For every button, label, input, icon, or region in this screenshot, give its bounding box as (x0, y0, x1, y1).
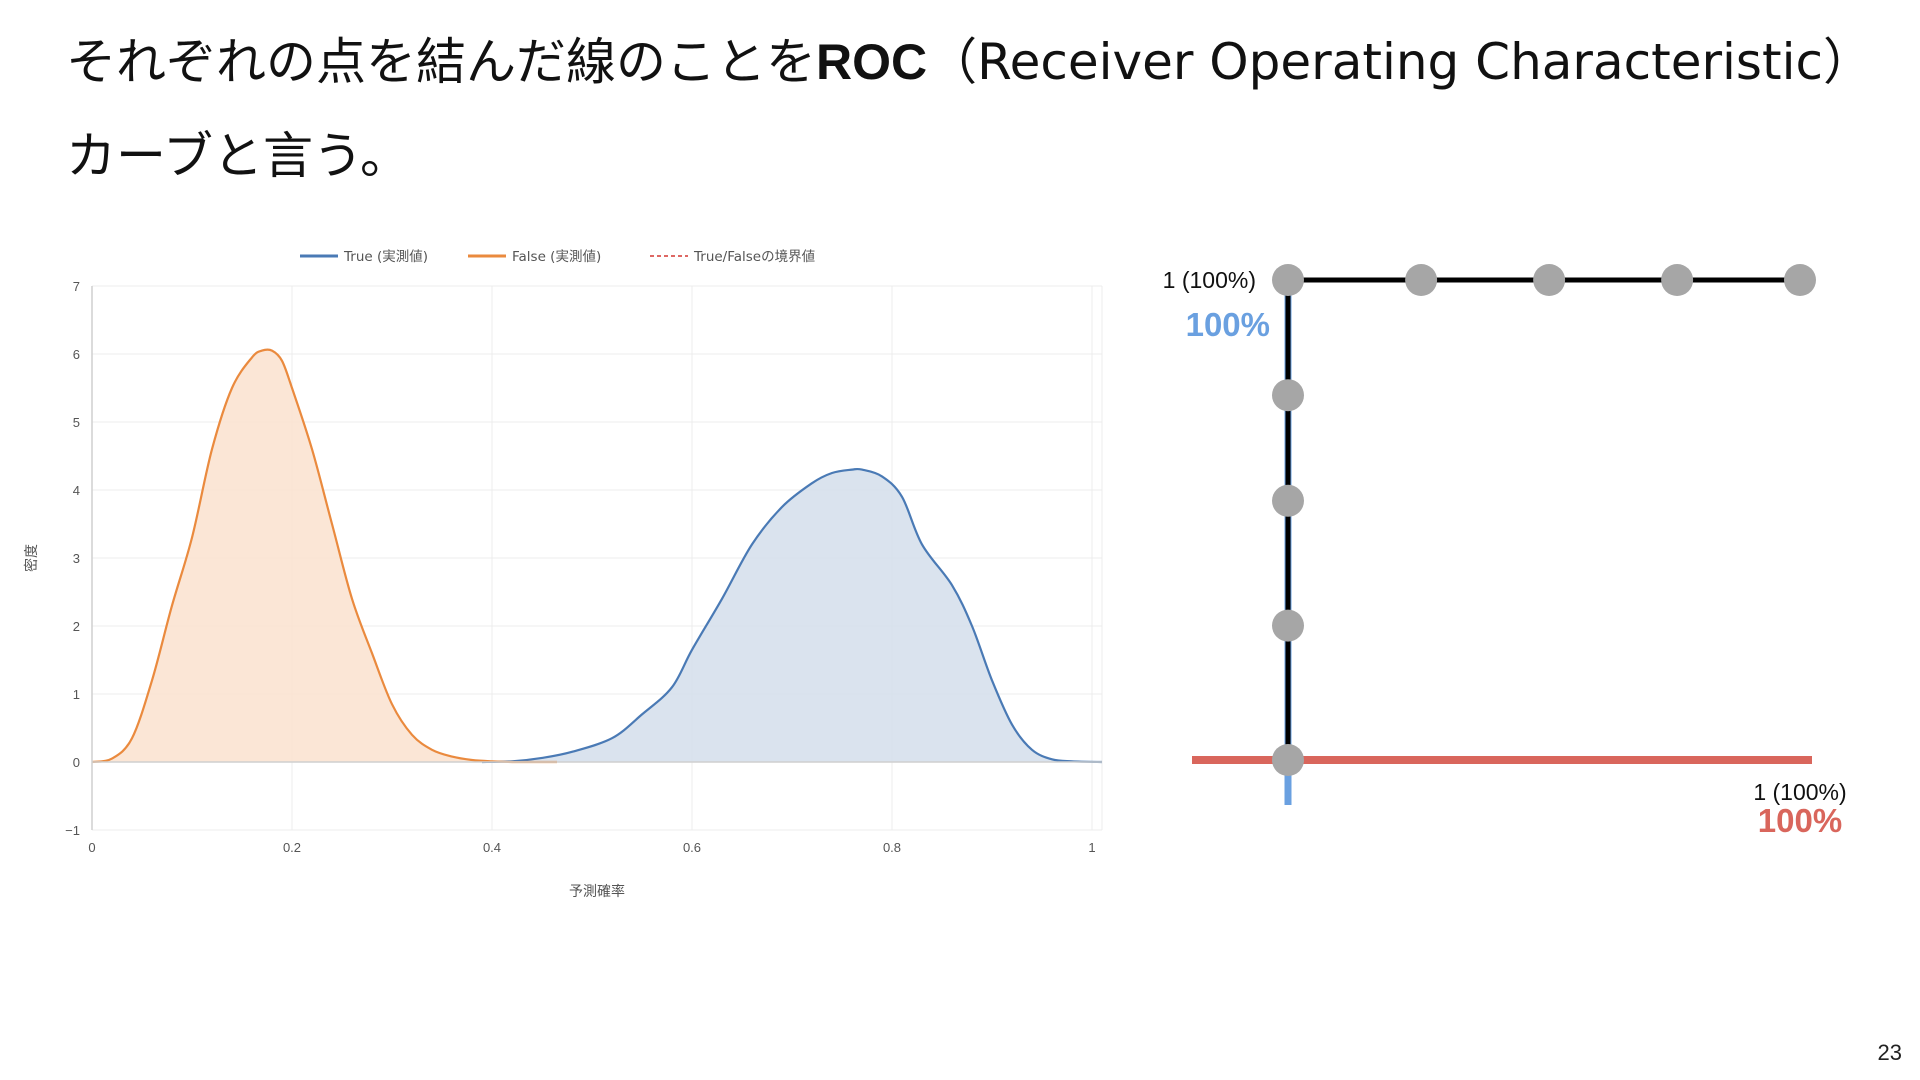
legend-label: True (実測値) (343, 249, 428, 265)
density-x-ticks: 0 0.2 0.4 0.6 0.8 1 (88, 840, 1095, 855)
density-x-tick-label: 1 (1088, 840, 1095, 855)
roc-point (1405, 264, 1438, 296)
legend-item-false[interactable]: False (実測値) (468, 249, 601, 265)
density-y-tick-label: −1 (65, 823, 80, 838)
density-fills (92, 349, 1102, 763)
roc-point (1272, 609, 1304, 642)
density-area-true (482, 468, 1102, 762)
density-y-tick-label: 5 (73, 415, 80, 430)
roc-point (1272, 264, 1304, 296)
roc-point (1272, 484, 1304, 517)
density-line-false (91, 348, 557, 764)
legend-label: True/Falseの境界値 (693, 249, 815, 265)
roc-points (1272, 264, 1816, 776)
fpr-end-label: 1 (100%) (1753, 779, 1846, 805)
density-y-tick-label: 6 (73, 347, 80, 362)
roc-point (1272, 379, 1304, 412)
density-y-tick-label: 3 (73, 551, 80, 566)
density-x-label: 予測確率 (569, 883, 625, 900)
legend-label: False (実測値) (512, 249, 601, 265)
density-chart: −1 0 1 2 3 4 5 6 7 0 0.2 0.4 0.6 0.8 1 予測確率 密度 True (… (23, 249, 1103, 900)
density-x-tick-label: 0.8 (883, 840, 901, 855)
legend-item-boundary[interactable]: True/Falseの境界値 (650, 249, 815, 265)
density-y-tick-label: 1 (73, 687, 80, 702)
page-number: 23 (1877, 1040, 1902, 1065)
density-y-ticks: −1 0 1 2 3 4 5 6 7 (65, 279, 80, 838)
roc-curve-chart: 1 (100%) 100% 1 (100%) 100% (1163, 264, 1847, 839)
roc-point (1272, 744, 1304, 776)
legend-item-true[interactable]: True (実測値) (300, 249, 428, 265)
tpr-end-label: 1 (100%) (1163, 267, 1256, 293)
roc-curve-line (1285, 277, 1800, 760)
density-y-tick-label: 7 (73, 279, 80, 294)
title-prefix: それぞれの点を結んだ線のことを (66, 33, 816, 91)
density-y-label: 密度 (23, 544, 40, 572)
tpr-axis-caption: 100% (1186, 306, 1270, 343)
density-y-tick-label: 0 (73, 755, 80, 770)
density-x-tick-label: 0 (88, 840, 95, 855)
density-lines (91, 348, 1103, 764)
density-x-tick-label: 0.4 (483, 840, 501, 855)
density-x-tick-label: 0.2 (283, 840, 301, 855)
density-line-true (481, 467, 1103, 764)
fpr-axis-caption: 100% (1758, 802, 1842, 839)
density-legend[interactable]: True (実測値) False (実測値) True/Falseの境界値 (300, 249, 815, 265)
density-y-tick-label: 4 (73, 483, 80, 498)
density-area-false (92, 349, 557, 763)
density-x-tick-label: 0.6 (683, 840, 701, 855)
roc-point (1533, 264, 1566, 296)
slide-title-line-2: カーブと言う。 (66, 127, 410, 185)
slide-title-line-1: それぞれの点を結んだ線のことをROC（Receiver Operating Ch… (66, 32, 1873, 92)
title-roc-bold: ROC (816, 34, 928, 90)
roc-point (1661, 264, 1694, 296)
density-y-tick-label: 2 (73, 619, 80, 634)
roc-point (1784, 264, 1816, 296)
title-suffix: （Receiver Operating Characteristic） (927, 33, 1873, 91)
